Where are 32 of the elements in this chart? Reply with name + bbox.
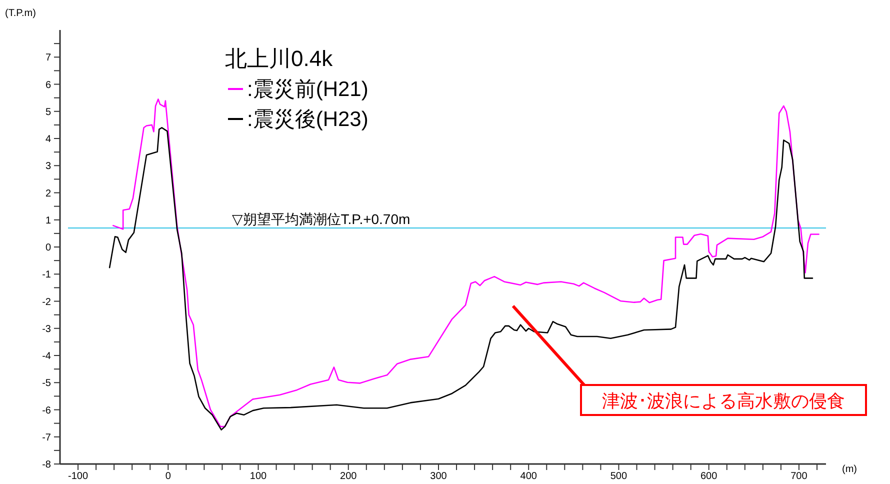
y-tick-label: -6 [42,405,52,416]
y-axis-title: (T.P.m) [5,8,36,19]
legend-label: :震災前(H21) [247,78,368,101]
x-tick-label: 0 [165,471,172,482]
x-tick-label: 400 [520,471,538,482]
x-axis-title: (m) [842,464,857,475]
y-tick-label: 4 [45,134,52,145]
y-tick-label: -5 [42,378,52,390]
y-tick-label: 1 [45,215,52,226]
x-tick-label: 500 [610,471,628,482]
y-tick-label: -8 [42,460,52,470]
y-tick-label: 5 [45,106,52,118]
y-tick-label: 2 [45,188,52,200]
x-tick-label: 600 [700,471,718,482]
x-tick-label: 700 [790,471,808,482]
y-tick-label: -7 [42,432,52,444]
annotation: 津波･波浪による高水敷の侵食 [602,391,845,411]
y-tick-label: 3 [45,161,52,172]
x-tick-label: 200 [340,471,358,482]
y-tick-label: -4 [42,351,52,362]
x-tick-label: 100 [250,471,268,482]
legend-label: :震災後(H23) [247,108,368,131]
y-tick-label: 7 [45,52,52,64]
x-tick-label: -100 [68,471,88,482]
text: 北上川0.4k [225,46,334,71]
y-tick-label: 6 [45,80,52,91]
y-tick-label: 0 [45,242,52,254]
y-tick-label: -3 [42,324,52,335]
y-tick-label: -2 [42,296,52,308]
y-tick-label: -1 [42,270,52,281]
ref-line-label: ▽朔望平均満潮位T.P.+0.70m [232,211,410,228]
x-tick-label: 300 [430,471,448,482]
